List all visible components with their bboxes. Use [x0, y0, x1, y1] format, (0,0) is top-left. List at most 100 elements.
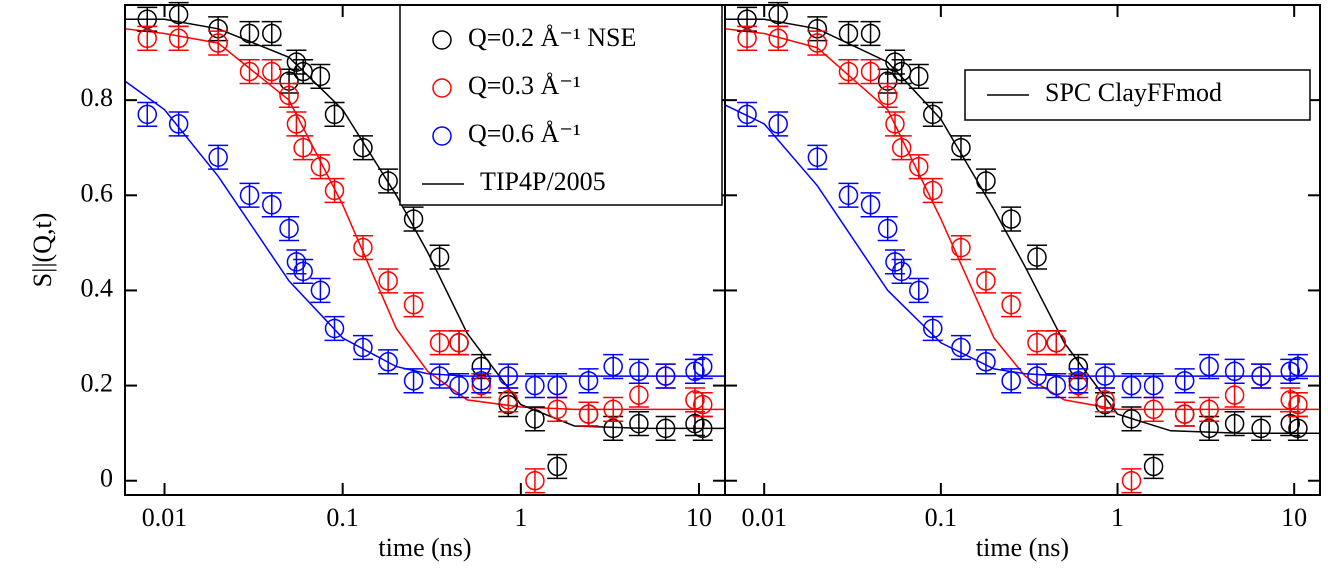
error-bar	[239, 20, 260, 47]
marker	[525, 375, 545, 396]
error-bar	[603, 353, 624, 380]
error-bar	[324, 315, 345, 342]
error-bar	[547, 372, 568, 399]
y-axis-label: S||(Q,t)	[28, 213, 57, 288]
marker	[1224, 413, 1245, 434]
y-tick-label: 0	[100, 464, 113, 493]
error-bar	[655, 363, 676, 389]
marker	[353, 337, 373, 358]
error-bar	[1001, 292, 1022, 318]
marker	[293, 137, 313, 158]
error-bar	[975, 268, 996, 294]
marker	[603, 356, 623, 377]
error-bar	[137, 25, 158, 51]
error-bar	[352, 234, 373, 261]
marker	[1251, 366, 1271, 386]
marker	[168, 28, 189, 49]
error-bar	[908, 63, 929, 90]
marker	[1143, 456, 1164, 477]
legend-label: Q=0.3 Å⁻¹	[468, 71, 581, 100]
marker	[429, 333, 450, 353]
error-bar	[137, 101, 158, 128]
marker	[860, 195, 881, 215]
marker	[262, 195, 282, 215]
marker	[885, 114, 905, 134]
marker	[976, 271, 996, 291]
error-bar	[891, 135, 912, 161]
error-bar	[922, 315, 943, 342]
error-bar	[578, 401, 599, 427]
marker	[471, 371, 492, 391]
error-bar	[208, 144, 229, 170]
marker	[877, 85, 898, 106]
error-bar	[524, 468, 545, 494]
marker	[208, 33, 228, 53]
error-bar	[1287, 353, 1308, 380]
error-bar	[547, 453, 568, 480]
x-tick-label: 0.01	[741, 503, 787, 532]
error-bar	[1251, 415, 1272, 442]
marker	[498, 390, 518, 410]
marker	[807, 33, 828, 53]
x-axis-label: time (ns)	[378, 533, 471, 562]
error-bar	[449, 372, 470, 399]
marker	[737, 104, 757, 125]
marker	[1251, 418, 1271, 439]
marker	[1068, 371, 1089, 391]
x-tick-label: 1	[1111, 503, 1124, 532]
error-bar	[1224, 358, 1245, 384]
error-bar	[950, 234, 971, 261]
marker	[909, 66, 929, 87]
marker	[603, 399, 623, 420]
error-bar	[737, 25, 758, 51]
error-bar	[1121, 406, 1142, 432]
error-bar	[628, 358, 649, 384]
error-bar	[1121, 372, 1142, 399]
error-bar	[950, 135, 971, 161]
error-bar	[403, 206, 424, 232]
marker	[1174, 404, 1195, 424]
marker	[525, 470, 545, 491]
marker	[860, 23, 881, 44]
error-bar	[1199, 396, 1220, 423]
error-bar	[860, 20, 881, 47]
marker	[1027, 333, 1047, 353]
marker	[137, 104, 158, 125]
y-tick-label: 0.8	[81, 83, 114, 112]
marker	[547, 399, 567, 420]
marker	[768, 28, 788, 49]
error-bar	[1143, 372, 1164, 399]
error-bar	[261, 192, 282, 218]
marker	[286, 252, 307, 272]
legend-label: Q=0.6 Å⁻¹	[468, 119, 581, 148]
marker	[378, 271, 398, 291]
error-bar	[838, 182, 859, 208]
marker	[1046, 375, 1067, 396]
error-bar	[208, 30, 229, 56]
error-bar	[838, 58, 859, 85]
error-bar	[293, 258, 314, 285]
marker	[286, 52, 307, 72]
error-bar	[449, 330, 470, 356]
marker	[1199, 399, 1219, 420]
legend-box	[399, 4, 723, 206]
marker	[838, 185, 859, 206]
marker	[692, 394, 713, 415]
marker	[976, 352, 996, 372]
marker	[951, 337, 971, 358]
error-bar	[324, 101, 345, 128]
marker	[768, 114, 788, 134]
error-bar	[838, 20, 859, 47]
marker	[885, 52, 905, 72]
error-bar	[737, 101, 758, 128]
error-bar	[860, 58, 881, 85]
error-bar	[1121, 468, 1142, 494]
error-bar	[628, 410, 649, 437]
y-tick-label: 0.2	[81, 369, 114, 398]
marker	[1174, 371, 1195, 391]
error-bar	[1251, 363, 1272, 389]
marker	[310, 280, 331, 301]
x-tick-label: 1	[514, 503, 527, 532]
marker	[891, 137, 912, 158]
